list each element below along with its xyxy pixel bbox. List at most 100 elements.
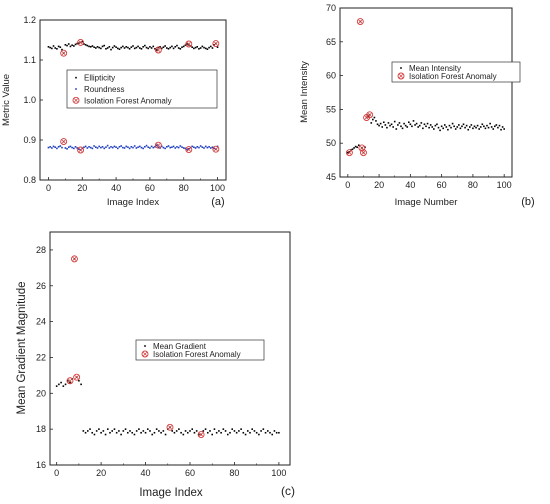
point-c-0-70 xyxy=(211,433,214,436)
point-b-0-49 xyxy=(423,123,426,126)
point-b-0-25 xyxy=(386,126,388,129)
point-b-0-48 xyxy=(422,127,424,130)
point-a-0-75 xyxy=(174,46,177,48)
point-b-0-34 xyxy=(400,125,402,128)
point-a-0-2 xyxy=(51,47,53,50)
point-a-0-46 xyxy=(125,46,128,48)
y-tick-label-c-6: 28 xyxy=(36,245,46,255)
point-c-0-52 xyxy=(171,430,174,432)
point-b-0-77 xyxy=(467,128,470,131)
point-c-0-73 xyxy=(218,430,220,432)
point-a-0-97 xyxy=(211,47,214,49)
y-tick-label-b-4: 65 xyxy=(326,37,336,47)
anomaly-a-2 xyxy=(154,46,162,54)
point-b-0-29 xyxy=(392,126,394,128)
point-b-0-98 xyxy=(500,128,502,131)
point-a-0-63 xyxy=(154,48,156,50)
x-tick-label-c-3: 60 xyxy=(185,468,195,478)
point-a-0-51 xyxy=(133,47,136,50)
point-a-1-34 xyxy=(105,146,107,148)
point-a-0-87 xyxy=(194,46,197,49)
point-b-0-22 xyxy=(381,126,384,128)
point-c-0-19 xyxy=(98,428,100,430)
point-c-0-54 xyxy=(175,430,178,432)
anomaly-b-0-ring xyxy=(345,149,353,157)
point-a-0-68 xyxy=(162,46,165,48)
point-b-0-44 xyxy=(415,122,418,125)
point-a-0-14 xyxy=(71,44,73,46)
point-b-0-4 xyxy=(353,147,355,149)
point-b-0-66 xyxy=(450,126,452,129)
point-a-1-82 xyxy=(186,148,188,151)
point-a-0-0 xyxy=(47,46,50,48)
point-a-1-36 xyxy=(108,147,111,149)
point-b-0-86 xyxy=(481,123,484,126)
point-b-0-30 xyxy=(393,120,396,123)
point-a-1-89 xyxy=(198,146,200,149)
point-a-1-27 xyxy=(93,145,95,147)
anomaly-a-9-ring xyxy=(212,145,220,153)
point-a-1-50 xyxy=(132,146,134,149)
x-tick-label-c-1: 20 xyxy=(96,468,106,478)
point-a-1-71 xyxy=(167,145,170,147)
point-b-0-51 xyxy=(426,122,429,125)
legend-marker-a-0 xyxy=(75,76,77,79)
point-b-0-80 xyxy=(472,127,474,130)
point-a-0-65 xyxy=(157,46,160,49)
point-a-0-15 xyxy=(73,45,75,47)
point-a-0-17 xyxy=(76,42,78,45)
x-tick-label-b-2: 40 xyxy=(405,180,415,190)
legend-marker-c-1-ring xyxy=(141,350,149,358)
point-a-1-73 xyxy=(171,146,173,148)
plot-frame-c xyxy=(49,231,291,466)
x-tick-label-a-3: 60 xyxy=(145,183,155,193)
anomaly-c-2-cross xyxy=(74,375,79,380)
point-c-0-2 xyxy=(60,381,62,384)
y-tick-label-c-1: 18 xyxy=(36,424,46,434)
point-b-0-68 xyxy=(453,125,455,128)
point-c-0-60 xyxy=(189,430,191,432)
anomaly-a-7-ring xyxy=(154,141,162,149)
point-a-1-7 xyxy=(59,145,62,147)
point-b-0-7 xyxy=(357,144,360,147)
point-c-0-34 xyxy=(131,431,134,434)
point-a-0-27 xyxy=(93,46,95,48)
anomaly-b-5-cross xyxy=(367,112,372,117)
point-a-0-86 xyxy=(193,47,195,50)
point-a-1-53 xyxy=(137,146,139,148)
x-tick-label-b-1: 20 xyxy=(374,180,384,190)
point-c-0-97 xyxy=(271,433,274,436)
point-a-1-74 xyxy=(172,145,175,148)
point-a-0-16 xyxy=(74,43,77,46)
point-b-0-1 xyxy=(348,151,351,153)
point-b-0-64 xyxy=(447,128,449,131)
legend-marker-a-2-ring xyxy=(72,96,80,104)
point-c-0-20 xyxy=(100,431,102,434)
anomaly-a-8 xyxy=(185,146,193,154)
point-c-0-12 xyxy=(82,430,85,432)
point-b-0-18 xyxy=(375,120,377,122)
point-a-0-13 xyxy=(69,45,72,48)
point-b-0-62 xyxy=(443,124,446,126)
point-a-0-31 xyxy=(100,47,102,50)
legend-box-b xyxy=(391,61,521,83)
point-b-0-5 xyxy=(354,145,357,148)
x-tick-label-b-4: 80 xyxy=(468,180,478,190)
point-a-1-56 xyxy=(142,147,144,150)
point-a-1-18 xyxy=(78,148,80,150)
point-a-0-52 xyxy=(135,46,138,49)
legend-label-a-1: Roundness xyxy=(84,85,124,94)
point-a-1-95 xyxy=(208,146,210,148)
point-c-0-47 xyxy=(160,431,162,434)
x-tick-label-c-5: 100 xyxy=(271,468,286,478)
point-a-1-70 xyxy=(166,146,168,148)
point-a-0-11 xyxy=(66,44,68,47)
point-a-1-64 xyxy=(155,144,158,146)
y-tick-label-c-5: 26 xyxy=(36,281,46,291)
point-b-0-74 xyxy=(462,123,465,126)
point-a-0-67 xyxy=(160,47,163,50)
point-b-0-24 xyxy=(384,124,387,126)
point-a-1-1 xyxy=(49,146,51,148)
